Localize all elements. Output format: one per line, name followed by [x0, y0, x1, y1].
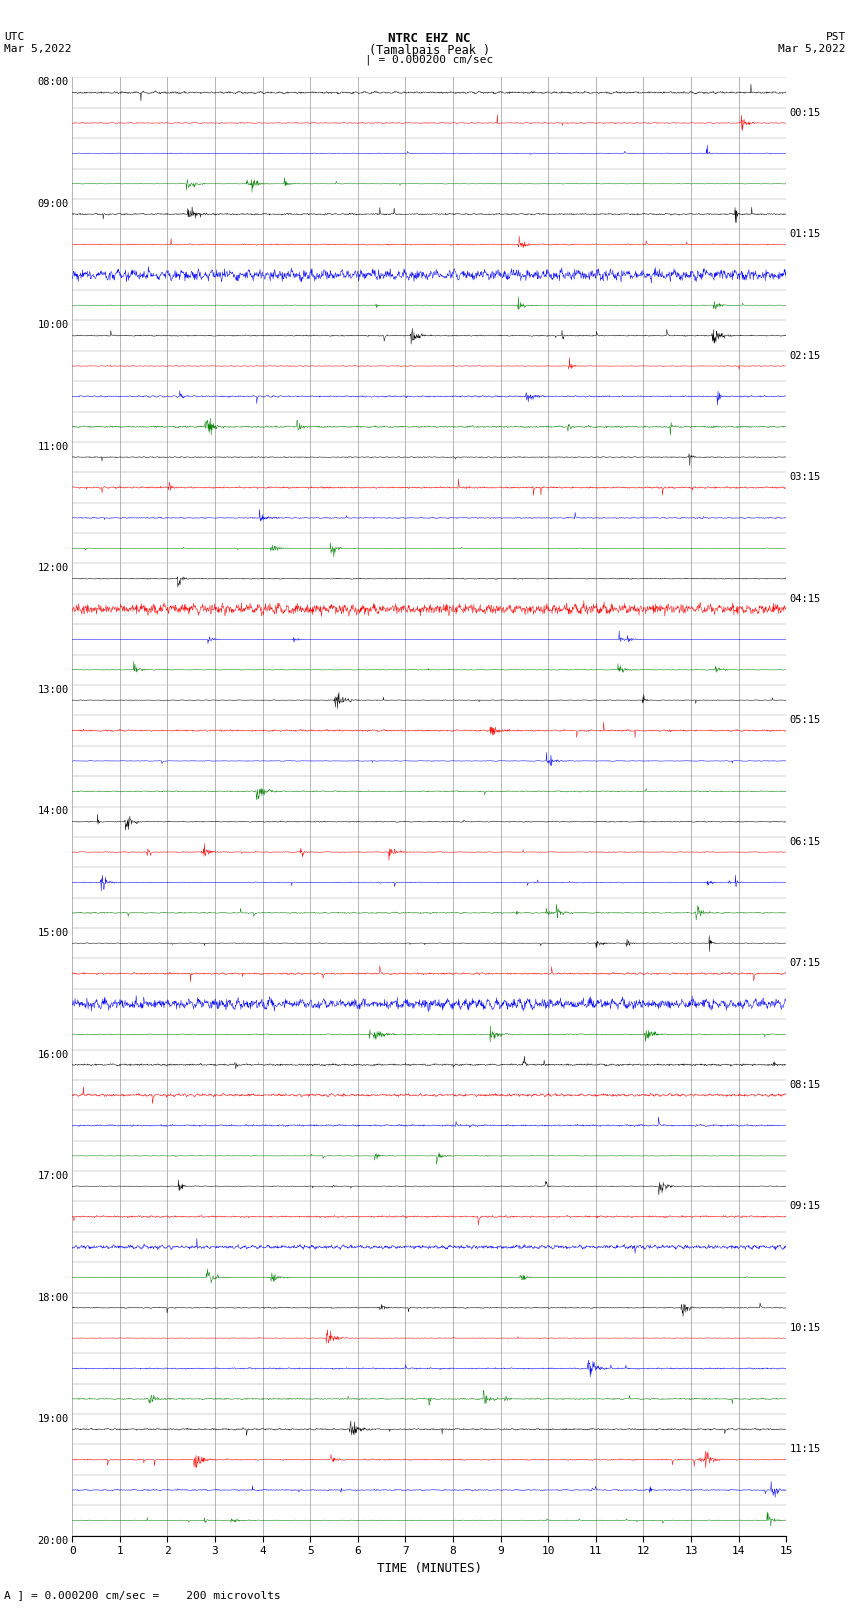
Text: NTRC EHZ NC: NTRC EHZ NC: [388, 32, 471, 45]
Text: 01:15: 01:15: [790, 229, 821, 239]
Text: | = 0.000200 cm/sec: | = 0.000200 cm/sec: [366, 55, 493, 66]
Text: A ] = 0.000200 cm/sec =    200 microvolts: A ] = 0.000200 cm/sec = 200 microvolts: [4, 1590, 281, 1600]
Text: 11:15: 11:15: [790, 1445, 821, 1455]
Text: PST: PST: [825, 32, 846, 42]
Text: 05:15: 05:15: [790, 716, 821, 726]
Text: 16:00: 16:00: [37, 1050, 69, 1060]
Text: 10:00: 10:00: [37, 321, 69, 331]
Text: Mar 5,2022: Mar 5,2022: [779, 44, 846, 53]
Text: (Tamalpais Peak ): (Tamalpais Peak ): [369, 44, 490, 56]
Text: 20:00: 20:00: [37, 1536, 69, 1545]
Text: 09:15: 09:15: [790, 1202, 821, 1211]
Text: 10:15: 10:15: [790, 1323, 821, 1332]
Text: 04:15: 04:15: [790, 594, 821, 603]
Text: UTC: UTC: [4, 32, 25, 42]
Text: 09:00: 09:00: [37, 198, 69, 210]
Text: 12:00: 12:00: [37, 563, 69, 574]
Text: 06:15: 06:15: [790, 837, 821, 847]
Text: 00:15: 00:15: [790, 108, 821, 118]
Text: 14:00: 14:00: [37, 806, 69, 816]
X-axis label: TIME (MINUTES): TIME (MINUTES): [377, 1561, 482, 1574]
Text: 03:15: 03:15: [790, 473, 821, 482]
Text: 08:00: 08:00: [37, 77, 69, 87]
Text: 11:00: 11:00: [37, 442, 69, 452]
Text: 07:15: 07:15: [790, 958, 821, 968]
Text: 19:00: 19:00: [37, 1415, 69, 1424]
Text: 17:00: 17:00: [37, 1171, 69, 1181]
Text: 08:15: 08:15: [790, 1081, 821, 1090]
Text: 18:00: 18:00: [37, 1292, 69, 1303]
Text: Mar 5,2022: Mar 5,2022: [4, 44, 71, 53]
Text: 13:00: 13:00: [37, 686, 69, 695]
Text: 15:00: 15:00: [37, 927, 69, 939]
Text: 02:15: 02:15: [790, 350, 821, 361]
